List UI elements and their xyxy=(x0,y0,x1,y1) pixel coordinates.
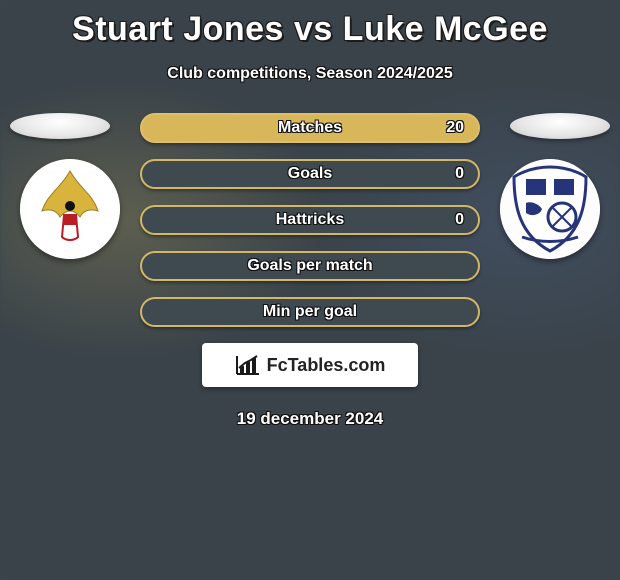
watermark-box: FcTables.com xyxy=(202,343,418,387)
player-left-avatar-ellipse xyxy=(10,113,110,139)
stat-bar: Matches 20 xyxy=(140,113,480,143)
stat-bar-label: Hattricks xyxy=(276,211,344,229)
watermark-chart-icon xyxy=(235,354,261,376)
stat-bar-label: Goals xyxy=(288,165,332,183)
stat-bar: Hattricks 0 xyxy=(140,205,480,235)
stat-bar: Goals per match xyxy=(140,251,480,281)
infographic-date: 19 december 2024 xyxy=(0,409,620,429)
stat-bar-value-right: 0 xyxy=(455,211,464,229)
club-crest-left xyxy=(20,159,120,259)
stat-bar-value-right: 0 xyxy=(455,165,464,183)
stat-bar-value-right: 20 xyxy=(446,119,464,137)
stat-bar-label: Matches xyxy=(278,119,342,137)
stat-bar: Min per goal xyxy=(140,297,480,327)
club-crest-right xyxy=(500,159,600,259)
comparison-stage: Matches 20 Goals 0 Hattricks 0 Goals per match… xyxy=(0,113,620,429)
player-right-avatar-ellipse xyxy=(510,113,610,139)
watermark-text: FcTables.com xyxy=(267,355,386,376)
stat-bar-label: Goals per match xyxy=(247,257,372,275)
stat-bars: Matches 20 Goals 0 Hattricks 0 Goals per match… xyxy=(140,113,480,327)
stat-bar: Goals 0 xyxy=(140,159,480,189)
page-subtitle: Club competitions, Season 2024/2025 xyxy=(0,65,620,83)
page-title: Stuart Jones vs Luke McGee xyxy=(0,0,620,49)
stat-bar-label: Min per goal xyxy=(263,303,357,321)
club-crest-right-icon xyxy=(500,159,600,259)
infographic-root: Stuart Jones vs Luke McGee Club competit… xyxy=(0,0,620,429)
club-crest-left-icon xyxy=(20,159,120,259)
